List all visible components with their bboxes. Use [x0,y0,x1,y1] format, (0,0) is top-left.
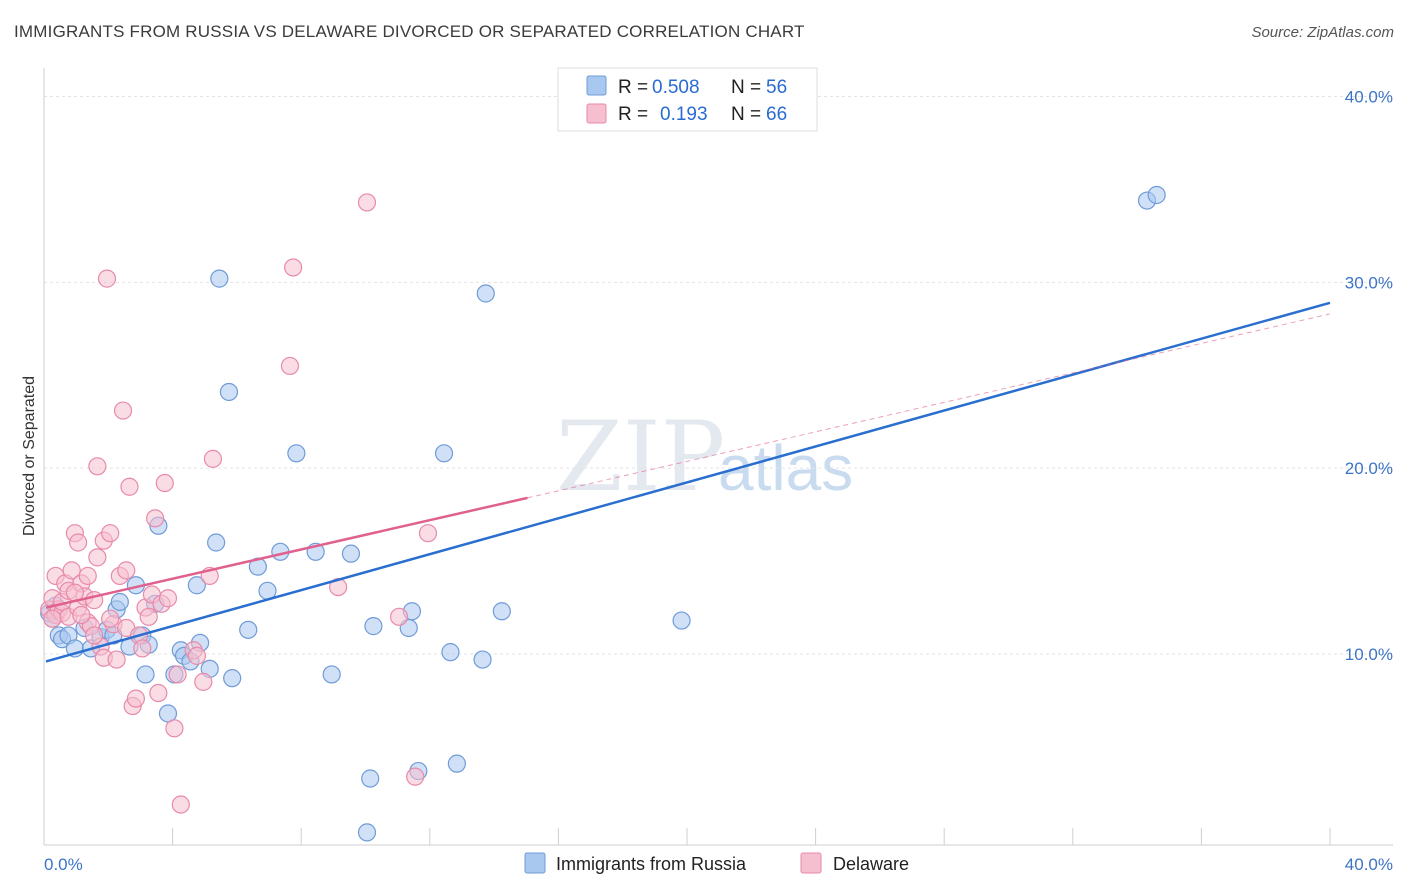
point-russia-49 [473,650,492,669]
y-tick-label-30: 30.0% [1345,273,1393,292]
point-delaware-33 [120,477,139,496]
point-delaware-32 [117,561,136,580]
trend-line-russia [45,301,1331,663]
stats-legend: R = 0.508 N = 56 R = 0.193 N = 66 [557,67,818,132]
point-delaware-48 [171,795,190,814]
trend-lines [45,301,1331,663]
point-russia-50 [476,284,495,303]
gridlines [44,96,1393,655]
point-russia-55 [1147,185,1166,205]
point-delaware-60 [418,524,438,543]
series-legend-swatch-russia [524,852,546,874]
source-credit: Source: ZipAtlas.com [1251,24,1394,41]
series-legend-swatch-delaware [800,852,822,874]
point-delaware-44 [155,473,174,493]
point-delaware-30 [113,401,133,420]
point-delaware-61 [43,609,62,628]
point-russia-48 [447,754,466,773]
point-russia-39 [322,665,341,684]
point-delaware-16 [78,566,97,586]
point-delaware-10 [62,561,81,580]
legend-r-value-russia: 0.508 [652,77,700,98]
point-russia-46 [434,444,454,463]
x-tick-labels: 0.0% 40.0% [44,855,1393,874]
y-tick-label-40: 40.0% [1345,88,1393,107]
point-russia-26 [187,576,206,595]
y-axis-label: Divorced or Separated [21,376,38,536]
axes [43,68,1393,846]
point-delaware-42 [149,683,168,703]
point-delaware-46 [165,719,184,738]
legend-n-value-russia: 56 [766,77,787,98]
point-delaware-64 [85,626,104,645]
x-tick-label-min: 0.0% [44,855,83,874]
point-russia-47 [441,643,460,662]
legend-r-label-delaware: R = [618,104,648,125]
point-delaware-55 [284,258,303,277]
point-delaware-57 [357,193,377,212]
legend-n-label-russia: N = [731,77,761,98]
point-russia-17 [136,665,155,684]
point-russia-30 [210,269,229,288]
y-tick-label-20: 20.0% [1345,459,1393,478]
trend-extension-delaware [527,313,1331,499]
point-delaware-62 [72,605,91,625]
point-delaware-51 [194,672,213,691]
point-delaware-35 [126,689,145,708]
point-russia-31 [219,382,239,402]
y-tick-labels: 10.0% 20.0% 30.0% 40.0% [1345,88,1393,665]
point-russia-51 [492,602,511,621]
point-russia-29 [207,533,226,552]
point-russia-33 [239,620,258,639]
legend-swatch-delaware [586,103,607,124]
y-tick-label-10: 10.0% [1345,645,1393,664]
legend-n-value-delaware: 66 [766,104,787,125]
series-legend: Immigrants from Russia Delaware [524,852,909,874]
point-russia-37 [287,444,306,463]
chart-title: IMMIGRANTS FROM RUSSIA VS DELAWARE DIVOR… [14,22,805,41]
point-russia-41 [361,769,380,788]
legend-r-value-delaware: 0.193 [660,104,708,125]
point-russia-52 [357,823,377,842]
point-delaware-63 [101,609,120,628]
legend-r-label-russia: R = [618,77,648,98]
legend-swatch-russia [586,75,607,96]
point-delaware-58 [390,607,409,626]
series-legend-label-russia: Immigrants from Russia [556,854,747,874]
point-delaware-26 [101,524,120,543]
point-delaware-20 [88,457,107,476]
point-delaware-47 [168,665,187,684]
point-delaware-12 [68,533,88,552]
legend-n-label-delaware: N = [731,104,761,125]
x-tick-label-max: 40.0% [1345,855,1393,874]
point-delaware-21 [88,548,107,567]
point-delaware-50 [187,646,206,665]
point-delaware-54 [280,356,300,376]
point-delaware-39 [139,607,158,626]
trend-line-delaware [45,496,528,609]
point-russia-40 [341,544,361,563]
point-delaware-28 [107,650,126,669]
point-delaware-45 [158,589,178,608]
point-delaware-37 [133,639,152,658]
point-russia-13 [110,592,129,612]
data-points [40,185,1166,842]
point-delaware-53 [203,449,223,468]
point-delaware-25 [97,269,117,288]
point-russia-53 [672,611,691,630]
point-delaware-41 [146,509,165,528]
series-legend-label-delaware: Delaware [833,854,909,874]
point-russia-42 [364,617,383,636]
point-russia-32 [223,669,242,688]
point-delaware-59 [406,767,425,786]
x-ticks [172,828,1331,845]
